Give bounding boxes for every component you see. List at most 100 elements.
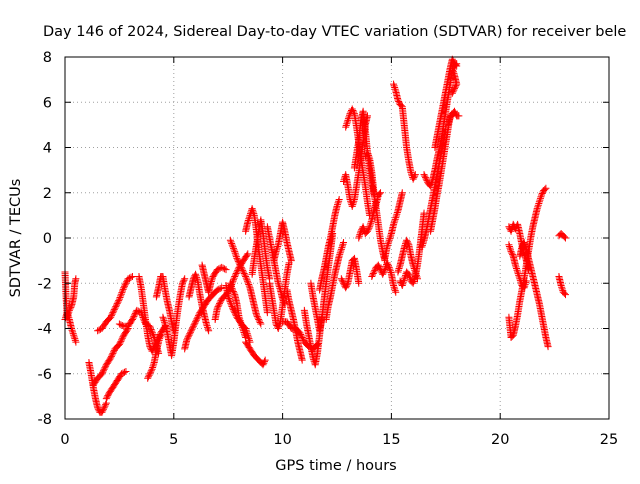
data-point-marker [215,300,223,308]
data-point-marker [113,300,121,308]
data-point-marker [343,118,351,126]
data-point-marker [342,123,350,131]
data-point-marker [533,205,541,213]
data-point-marker [344,115,352,123]
data-point-marker [393,210,401,218]
data-point-marker [420,171,428,179]
data-point-marker [69,328,77,336]
y-tick-label: -4 [38,322,52,338]
data-point-marker [66,305,74,313]
data-point-marker [235,313,243,321]
data-point-marker [392,212,400,220]
data-point-marker [297,331,305,339]
data-point-marker [338,244,346,252]
data-point-marker [393,209,401,217]
data-point-marker [379,270,387,278]
data-point-marker [541,185,549,193]
data-point-marker [365,153,373,161]
data-point-marker [385,263,393,271]
data-point-marker [521,242,529,250]
data-point-marker [126,274,134,282]
data-point-marker [129,314,137,322]
data-point-marker [508,249,516,257]
data-point-marker [403,236,411,244]
data-point-marker [245,336,253,344]
data-point-marker [391,85,399,93]
data-point-marker [104,392,112,400]
data-point-marker [239,325,247,333]
data-point-marker [94,404,102,412]
data-point-marker [534,203,542,211]
data-point-marker [337,247,345,255]
data-point-marker [94,327,102,335]
data-point-marker [156,333,164,341]
data-point-marker [272,248,280,256]
data-point-marker [386,267,394,275]
y-tick-label: -6 [38,367,52,383]
data-point-marker [68,326,76,334]
x-tick-label: 0 [60,432,69,448]
data-point-marker [107,354,115,362]
data-point-marker [239,327,247,335]
data-point-marker [380,267,388,275]
data-point-marker [240,269,248,277]
data-point-marker [233,268,241,276]
data-point-marker [148,327,156,335]
data-point-marker [384,241,392,249]
data-point-marker [449,57,457,65]
y-tick-label: 6 [43,95,52,111]
data-point-marker [342,282,350,290]
data-point-marker [127,273,135,281]
data-point-marker [505,241,513,249]
data-point-marker [148,329,156,337]
data-point-marker [117,321,125,329]
data-point-marker [234,256,242,264]
data-point-marker [70,331,78,339]
data-point-marker [355,232,363,240]
data-point-marker [399,278,407,286]
data-point-marker [386,235,394,243]
data-point-marker [445,119,453,127]
data-point-marker [205,327,213,335]
data-point-marker [287,257,295,265]
data-point-marker [398,282,406,290]
data-point-marker [71,335,79,343]
data-point-marker [260,358,268,366]
data-point-marker [228,239,236,247]
data-point-marker [418,243,426,251]
data-point-marker [558,285,566,293]
y-tick-label: 8 [43,50,52,66]
data-point-marker [227,299,235,307]
data-point-marker [240,328,248,336]
data-point-marker [237,318,245,326]
data-point-marker [148,365,156,373]
data-point-marker [118,289,126,297]
data-point-marker [108,310,116,318]
data-point-marker [119,287,127,295]
data-point-marker [386,233,394,241]
data-point-marker [298,356,306,364]
data-point-marker [542,184,550,192]
data-point-marker [342,121,350,129]
data-point-marker [213,304,221,312]
data-point-marker [507,246,515,254]
data-point-marker [121,281,129,289]
data-point-marker [403,238,411,246]
data-point-marker [515,271,523,279]
data-point-marker [399,280,407,288]
data-point-marker [120,282,128,290]
data-point-marker [147,325,155,333]
data-point-marker [385,236,393,244]
data-point-marker [560,289,568,297]
data-point-marker [255,315,263,323]
data-point-marker [344,116,352,124]
data-point-marker [233,254,241,262]
data-point-marker [231,249,239,257]
data-point-marker [157,331,165,339]
data-point-marker [377,189,385,197]
data-point-marker [406,274,414,282]
data-point-marker [114,298,122,306]
data-point-marker [236,317,244,325]
data-point-marker [391,84,399,92]
data-point-marker [395,97,403,105]
